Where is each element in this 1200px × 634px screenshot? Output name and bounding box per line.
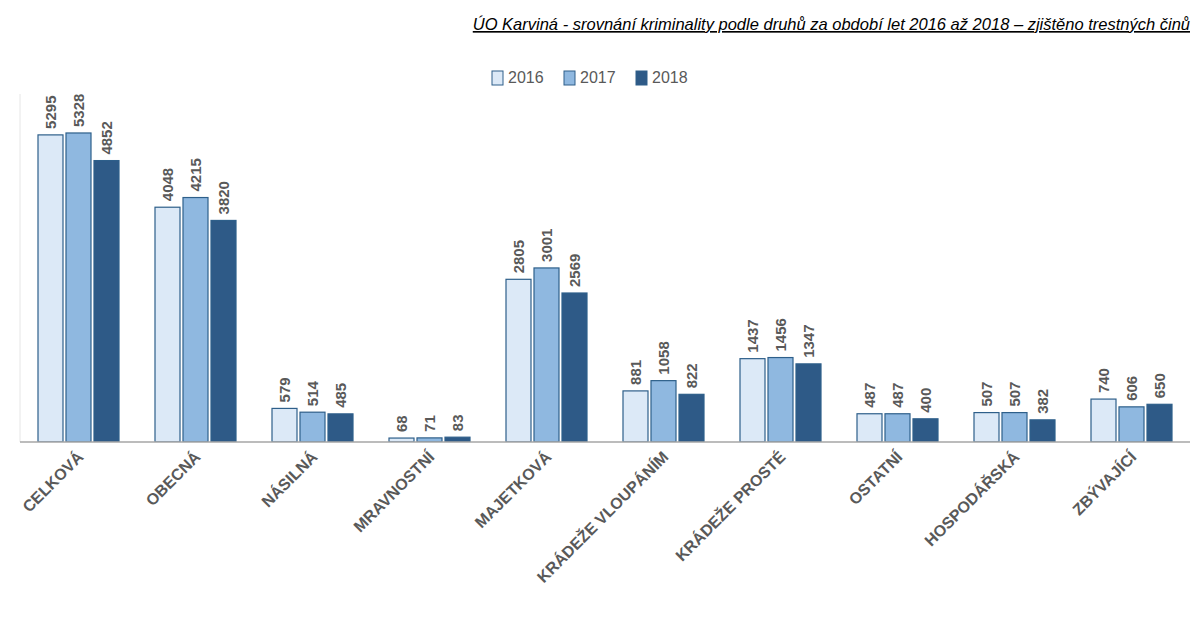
data-label: 2805 (511, 240, 528, 273)
bar (679, 394, 704, 442)
category-label: OBECNÁ (142, 447, 204, 509)
bar (66, 133, 91, 442)
data-label: 4852 (99, 121, 116, 154)
bar (796, 364, 821, 442)
bar (1091, 399, 1116, 442)
x-axis-line (20, 441, 1190, 443)
bar (623, 391, 648, 442)
category-label: MRAVNOSTNÍ (350, 447, 438, 535)
data-label: 579 (277, 377, 294, 402)
category-label: NÁSILNÁ (258, 447, 321, 510)
bar (155, 207, 180, 442)
bar (974, 413, 999, 442)
legend-label: 2018 (652, 69, 688, 86)
chart: ÚO Karviná - srovnání kriminality podle … (0, 0, 1200, 634)
bar (857, 414, 882, 442)
y-axis-line (20, 94, 21, 442)
bar (740, 359, 765, 442)
data-label: 1437 (745, 319, 762, 352)
data-label: 487 (890, 383, 907, 408)
legend-label: 2016 (508, 69, 544, 86)
data-label: 68 (394, 415, 411, 432)
data-label: 4215 (188, 158, 205, 191)
bars (38, 133, 1172, 442)
legend-swatch (564, 71, 575, 85)
bar (272, 408, 297, 442)
data-label: 2569 (567, 254, 584, 287)
legend-swatch (492, 71, 503, 85)
bar (300, 412, 325, 442)
bar (328, 414, 353, 442)
bar (94, 161, 119, 442)
data-label: 382 (1035, 389, 1052, 414)
data-label: 3001 (539, 229, 556, 262)
category-label: ZBÝVAJÍCÍ (1069, 447, 1140, 518)
category-label: OSTATNÍ (845, 447, 906, 508)
data-label: 83 (450, 414, 467, 431)
data-label: 822 (684, 363, 701, 388)
data-label: 400 (918, 388, 935, 413)
data-label: 485 (333, 383, 350, 408)
title: ÚO Karviná - srovnání kriminality podle … (473, 15, 1190, 33)
data-label: 514 (305, 381, 322, 407)
data-label: 4048 (160, 168, 177, 201)
data-label: 1347 (801, 324, 818, 357)
data-label: 507 (1007, 382, 1024, 407)
legend-swatch (636, 71, 647, 85)
data-label: 487 (862, 383, 879, 408)
data-label: 3820 (216, 181, 233, 214)
bar (651, 381, 676, 442)
data-label: 1058 (656, 341, 673, 374)
data-label: 606 (1124, 376, 1141, 401)
bar (1030, 420, 1055, 442)
data-label: 507 (979, 382, 996, 407)
bar (183, 198, 208, 442)
category-label: KRÁDEŽE PROSTÉ (672, 447, 789, 564)
category-label: MAJETKOVÁ (471, 447, 555, 531)
bar (1147, 404, 1172, 442)
category-label: CELKOVÁ (19, 447, 87, 515)
category-label: HOSPODÁŘSKÁ (921, 447, 1023, 549)
data-label: 5295 (43, 96, 60, 129)
category-label: KRÁDEŽE VLOUPÁNÍM (533, 447, 671, 585)
data-label: 740 (1096, 368, 1113, 393)
bar (562, 293, 587, 442)
bar (211, 220, 236, 442)
data-label: 1456 (773, 318, 790, 351)
bar (1119, 407, 1144, 442)
legend-label: 2017 (580, 69, 616, 86)
data-label: 881 (628, 360, 645, 385)
bar (506, 279, 531, 442)
bar (534, 268, 559, 442)
bar (885, 414, 910, 442)
bar (1002, 413, 1027, 442)
bar (38, 135, 63, 442)
data-label: 5328 (71, 94, 88, 127)
bar (768, 358, 793, 442)
bar (913, 419, 938, 442)
data-label: 650 (1152, 373, 1169, 398)
data-label: 71 (422, 415, 439, 432)
